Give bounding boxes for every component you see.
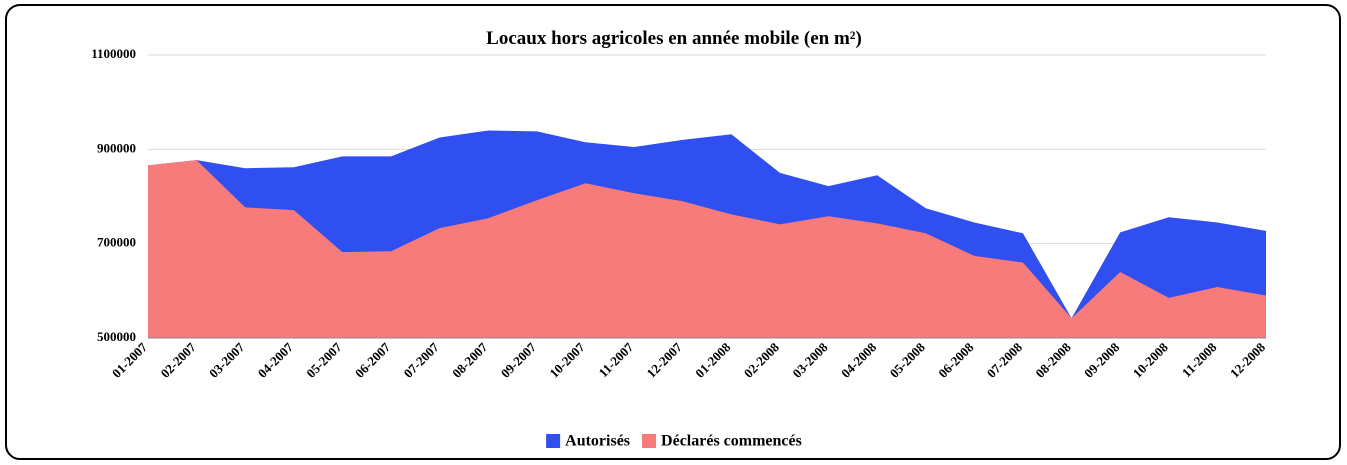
y-tick-label: 500000 <box>97 329 136 344</box>
legend: Autorisés Déclarés commencés <box>546 433 802 450</box>
chart-title: Locaux hors agricoles en année mobile (e… <box>486 28 862 49</box>
legend-swatch <box>642 434 657 448</box>
legend-label: Autorisés <box>565 433 630 450</box>
y-tick-label: 1100000 <box>91 46 136 61</box>
area <box>148 160 1266 338</box>
y-tick-label: 900000 <box>97 140 136 155</box>
legend-swatch <box>546 434 561 448</box>
legend-label: Déclarés commencés <box>661 433 802 450</box>
y-tick-label: 700000 <box>97 235 136 250</box>
